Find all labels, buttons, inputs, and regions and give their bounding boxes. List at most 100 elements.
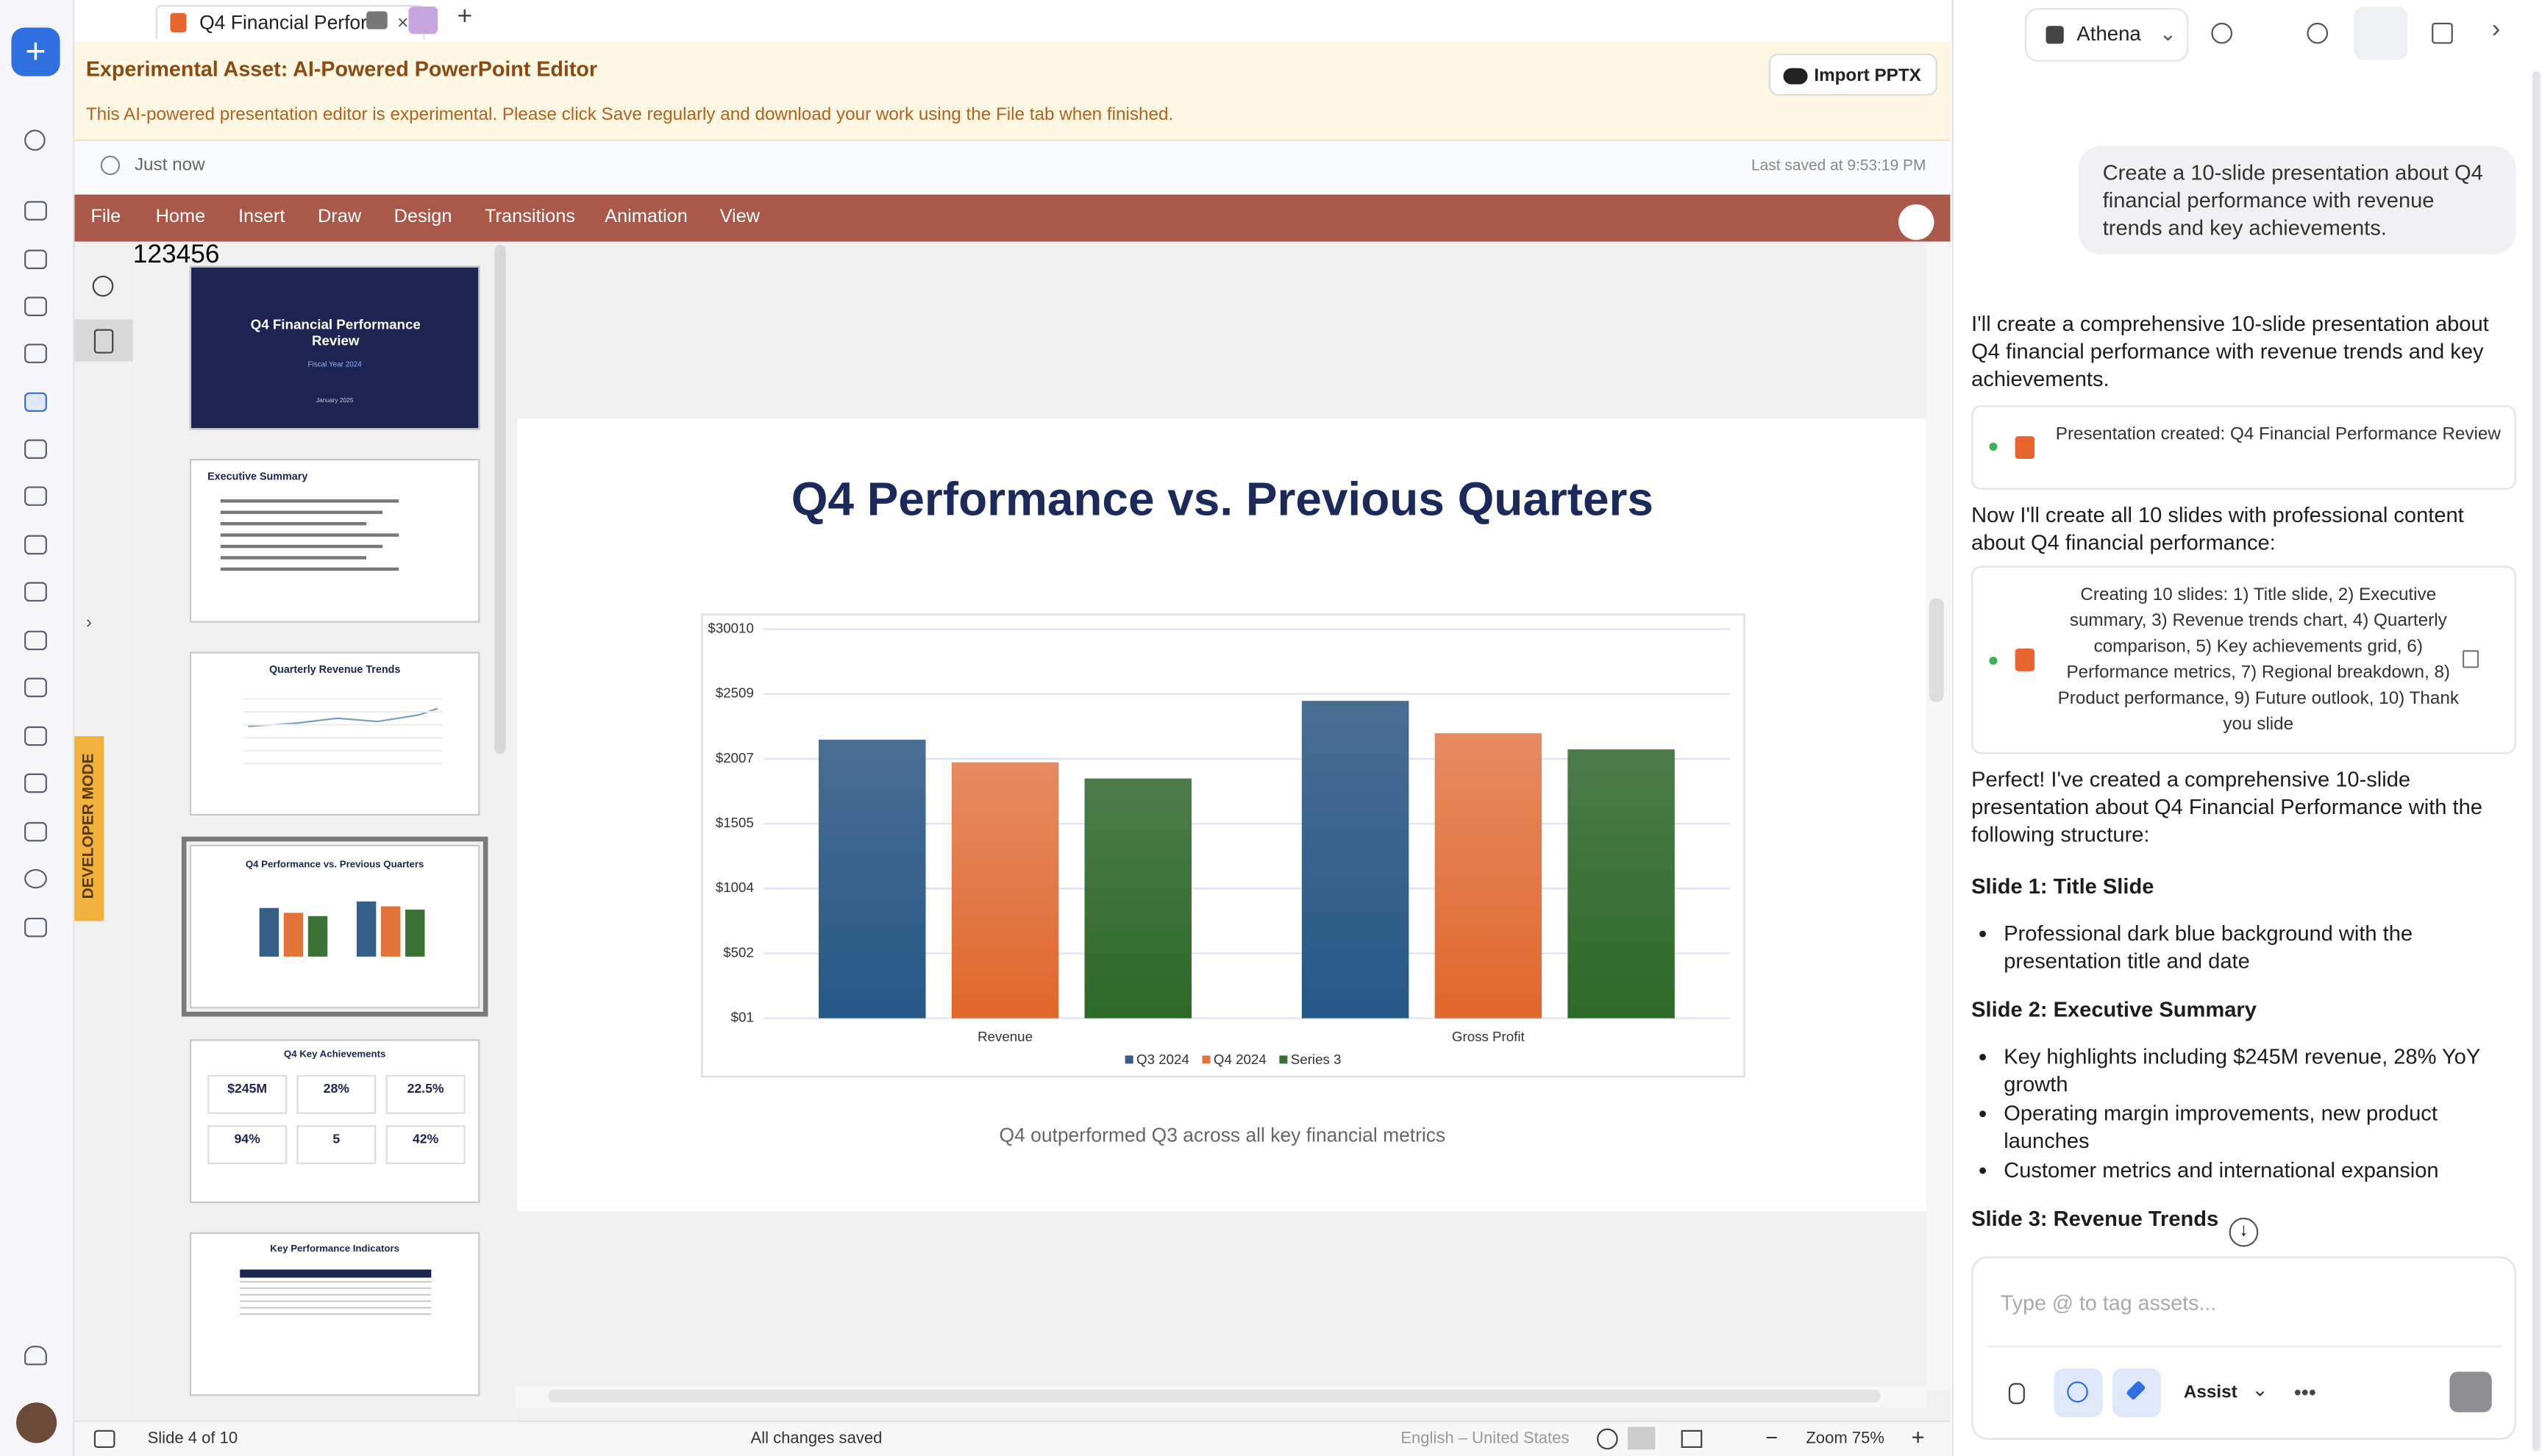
kpi-box: 94% bbox=[207, 1125, 288, 1165]
settings-button[interactable] bbox=[2211, 22, 2233, 44]
attach-button[interactable] bbox=[2008, 1382, 2025, 1405]
expand-arrow[interactable]: › bbox=[85, 613, 92, 632]
zoom-level[interactable]: Zoom 75% bbox=[1806, 1430, 1884, 1448]
list-icon[interactable] bbox=[24, 343, 47, 363]
thumb-line bbox=[220, 567, 399, 571]
building-icon[interactable] bbox=[24, 726, 47, 746]
mute-button[interactable] bbox=[2354, 6, 2408, 60]
thumb-title: Quarterly Revenue Trends bbox=[268, 665, 401, 677]
present-icon[interactable] bbox=[93, 1430, 115, 1448]
apps-icon[interactable] bbox=[24, 392, 47, 413]
slide-thumbnail[interactable]: Q4 Performance vs. Previous Quarters bbox=[181, 836, 488, 1017]
thumb-trend bbox=[248, 707, 438, 727]
model-picker[interactable]: Athena ⌄ bbox=[2024, 8, 2189, 62]
slide-title: Q4 Performance vs. Previous Quarters bbox=[791, 472, 1653, 525]
slide-canvas: Q4 Performance vs. Previous Quarters Q4 … bbox=[517, 418, 1928, 1212]
search-icon[interactable] bbox=[24, 129, 46, 151]
home-icon[interactable] bbox=[24, 201, 47, 221]
slide-thumbnail[interactable]: Q4 Key Achievements $245M 28% 22.5% 94% 5 42% bbox=[189, 1039, 480, 1204]
people-icon[interactable] bbox=[24, 677, 47, 698]
folder-tab[interactable] bbox=[366, 11, 388, 29]
thumb-title: Q4 Financial Performance Review bbox=[250, 315, 421, 349]
y-tick-label: $30010 bbox=[708, 620, 753, 635]
folder-icon[interactable] bbox=[24, 439, 47, 459]
find-icon[interactable] bbox=[92, 275, 114, 297]
thumb-bar-chart bbox=[259, 901, 425, 957]
bullet-list: Key highlights including $245M revenue, … bbox=[1971, 1043, 2516, 1184]
h-scrollbar[interactable] bbox=[515, 1386, 1926, 1407]
menu-item[interactable]: Design bbox=[394, 207, 452, 227]
mail-tab[interactable] bbox=[408, 6, 438, 35]
fit-icon[interactable] bbox=[1681, 1430, 1703, 1448]
pptx-icon bbox=[170, 13, 187, 33]
chat-input[interactable]: Type @ to tag assets... Assist ⌄ ••• bbox=[1971, 1256, 2516, 1440]
new-button[interactable]: + bbox=[11, 27, 60, 76]
menu-item[interactable]: Animation bbox=[605, 207, 688, 227]
zoom-in[interactable]: + bbox=[1911, 1423, 1925, 1450]
status-bar: Slide 4 of 10 All changes saved English … bbox=[74, 1420, 1951, 1456]
web-button[interactable] bbox=[2054, 1368, 2103, 1418]
hash-icon[interactable] bbox=[24, 917, 47, 938]
slide-thumbnail[interactable]: Executive Summary bbox=[189, 458, 480, 623]
thumb-date: January 2025 bbox=[316, 397, 354, 404]
slide-number: 2 bbox=[147, 241, 162, 270]
panel-scrollbar[interactable] bbox=[2532, 71, 2541, 1452]
language[interactable]: English – United States bbox=[1400, 1430, 1570, 1448]
import-button[interactable]: Import PPTX bbox=[1768, 53, 1937, 96]
scroll-down[interactable]: ↓ bbox=[2229, 1217, 2259, 1247]
pptx-icon bbox=[2015, 436, 2035, 459]
settings-icon[interactable] bbox=[24, 868, 47, 889]
menu-item[interactable]: Home bbox=[155, 207, 206, 227]
v-scrollbar[interactable] bbox=[1926, 241, 1949, 1390]
edit-button[interactable] bbox=[2432, 22, 2453, 44]
more-button[interactable]: ••• bbox=[2293, 1380, 2316, 1405]
thumb-title: Q4 Performance vs. Previous Quarters bbox=[245, 860, 424, 871]
tool-2-text: Creating 10 slides: 1) Title slide, 2) E… bbox=[2057, 585, 2459, 735]
spellcheck-icon[interactable] bbox=[1627, 1427, 1656, 1450]
tools-button[interactable] bbox=[2112, 1368, 2162, 1418]
menu-item[interactable]: Draw bbox=[317, 207, 362, 227]
thumb-scrollbar[interactable] bbox=[494, 244, 506, 754]
bug-button[interactable] bbox=[1898, 204, 1934, 240]
data-icon[interactable] bbox=[24, 773, 47, 793]
inbox-icon[interactable] bbox=[24, 296, 47, 316]
thumb-line bbox=[220, 556, 367, 559]
tools-icon[interactable] bbox=[24, 582, 47, 602]
menu-item[interactable]: Transitions bbox=[485, 207, 576, 227]
v-scroll-thumb[interactable] bbox=[1929, 598, 1944, 702]
stack-icon[interactable] bbox=[24, 821, 47, 842]
tool-card-1[interactable]: Presentation created: Q4 Financial Perfo… bbox=[1971, 405, 2516, 490]
collapse-button[interactable]: › bbox=[2491, 16, 2501, 44]
code-icon[interactable] bbox=[24, 486, 47, 506]
kpi-box: 22.5% bbox=[385, 1074, 466, 1114]
thumbnails-toggle[interactable] bbox=[74, 319, 133, 362]
save-status: Just now Last saved at 9:53:19 PM bbox=[74, 140, 1951, 193]
new-tab[interactable]: + bbox=[457, 3, 473, 31]
bell-icon[interactable] bbox=[24, 1346, 47, 1366]
zoom-out[interactable]: − bbox=[1765, 1425, 1778, 1450]
slide-thumbnail[interactable]: Q4 Financial Performance Review Fiscal Ye… bbox=[189, 265, 480, 430]
tool-card-2[interactable]: Creating 10 slides: 1) Title slide, 2) E… bbox=[1971, 565, 2516, 754]
history-button[interactable] bbox=[2307, 22, 2329, 44]
h-scroll-thumb[interactable] bbox=[547, 1389, 1881, 1403]
menu-item[interactable]: View bbox=[719, 207, 761, 227]
grid-icon[interactable] bbox=[24, 535, 47, 555]
copy-button[interactable] bbox=[2462, 650, 2479, 668]
globe-icon[interactable] bbox=[1597, 1428, 1618, 1450]
menu-item[interactable]: Insert bbox=[238, 207, 285, 227]
banner-text: This AI-powered presentation editor is e… bbox=[85, 105, 1174, 125]
mode-select[interactable]: Assist bbox=[2183, 1382, 2237, 1403]
slide-thumbnail[interactable]: Quarterly Revenue Trends bbox=[189, 652, 480, 816]
library-icon[interactable] bbox=[24, 249, 47, 270]
menu-item[interactable]: File bbox=[90, 207, 121, 227]
pptx-icon bbox=[2015, 648, 2035, 671]
close-tab[interactable]: × bbox=[396, 11, 409, 35]
slide-thumbnails: 1 Q4 Financial Performance Review Fiscal Y… bbox=[132, 241, 516, 1421]
tab-title: Q4 Financial Perfor... bbox=[199, 11, 382, 35]
contacts-icon[interactable] bbox=[24, 630, 47, 651]
slide-thumbnail[interactable]: Key Performance Indicators bbox=[189, 1232, 480, 1396]
avatar[interactable] bbox=[16, 1402, 57, 1443]
bar bbox=[819, 739, 926, 1018]
send-button[interactable] bbox=[2449, 1371, 2492, 1413]
bullet: Customer metrics and international expan… bbox=[2004, 1156, 2516, 1183]
